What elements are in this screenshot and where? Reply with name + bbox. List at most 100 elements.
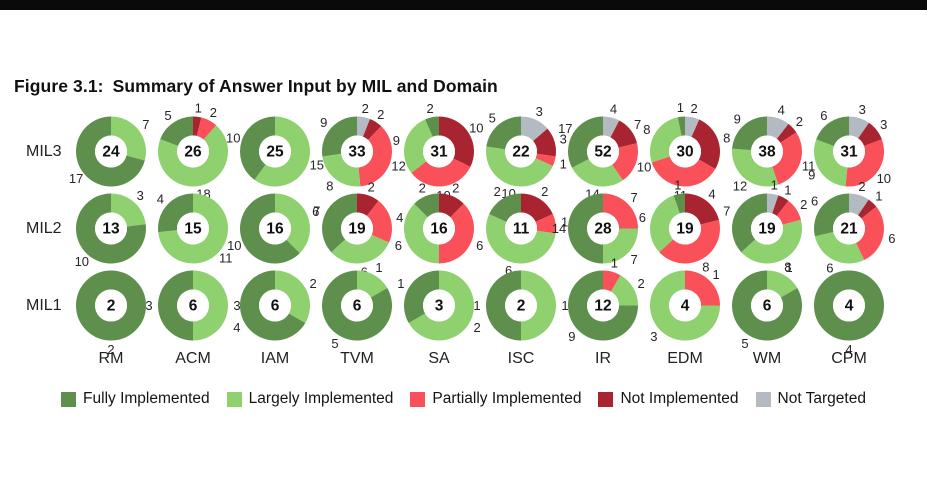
segment-fully-implemented [732,193,767,253]
segment-fully-implemented [816,116,849,146]
segment-fully-implemented [486,116,521,150]
donut-total: 11 [513,221,530,238]
segment-value-label: 1 [771,178,778,193]
donut-hole [95,135,127,168]
segment-value-label: 7 [723,203,730,218]
donut-hole [833,135,865,168]
segment-not-implemented [776,123,797,143]
segment-partially-implemented [411,158,471,187]
donut-cell-mil2-ir: 7 7 14 28 [552,190,644,267]
segment-fully-implemented [567,116,603,168]
segment-value-label: 6 [811,194,818,209]
donut-cell-mil3-acm: 1 2 18 5 26 [152,100,234,202]
donut-total: 33 [348,144,366,161]
legend-label-partially-implemented: Partially Implemented [432,390,582,407]
donut-total: 16 [266,221,284,238]
segment-largely-implemented [741,219,802,264]
donut-total: 19 [758,221,776,238]
donut-total: 19 [348,221,366,238]
donut-cell-mil1-isc: 1 1 2 [473,267,569,344]
donut-MIL1-ISC: 1 1 2 [473,270,569,341]
segment-value-label: 9 [568,329,575,344]
segment-value-label: 3 [880,117,887,132]
figure-title: Figure 3.1: Summary of Answer Input by MI… [14,76,927,97]
segment-not-targeted [767,116,789,139]
segment-value-label: 6 [395,238,402,253]
donut-cell-mil1-iam: 2 4 6 [233,267,317,344]
segment-value-label: 10 [637,160,651,175]
segment-value-label: 1 [677,100,684,115]
figure-page: Figure 3.1: Summary of Answer Input by MI… [0,0,927,407]
column-label-acm: ACM [175,350,211,367]
segment-partially-implemented [845,139,885,187]
segment-fully-implemented [732,116,767,151]
donut-MIL1-WM: 1 5 6 [731,260,802,351]
segment-fully-implemented [425,116,439,137]
segment-partially-implemented [659,219,720,264]
segment-value-label: 10 [75,254,89,269]
donut-MIL3-RM: 7 17 24 [69,116,150,187]
donut-cell-mil2-wm: 1 1 2 8 7 19 [723,178,808,275]
segment-not-implemented [439,116,474,167]
donut-cell-mil2-rm: 3 10 13 [70,188,152,269]
segment-value-label: 10 [469,121,483,136]
legend-swatch-fully-implemented [61,391,77,407]
segment-not-targeted [521,116,548,142]
row-label-mil1: MIL1 [26,296,62,314]
donut-cell-mil1-wm: 1 5 6 [726,260,808,351]
donut-total: 3 [435,298,444,315]
segment-value-label: 4 [610,101,617,116]
segment-value-label: 12 [391,158,405,173]
segment-largely-implemented [649,117,682,163]
donut-cell-mil1-ir: 1 2 9 12 [562,256,645,344]
segment-value-label: 3 [137,188,144,203]
donut-total: 52 [594,144,611,161]
segment-not-targeted [849,193,869,216]
donut-hole [259,212,291,245]
segment-fully-implemented [414,193,439,218]
window-top-bar [0,0,927,10]
segment-value-label: 1 [375,260,382,275]
segment-partially-implemented [855,206,884,261]
donut-cell-mil3-wm: 4 2 11 12 9 38 [726,102,815,194]
segment-value-label: 2 [494,184,501,199]
donut-row-mil3: MIL3717241218526151025221289331010923133… [0,100,927,203]
segment-not-implemented [533,128,556,157]
segment-partially-implemented [651,156,716,187]
column-label-iam: IAM [260,350,290,367]
segment-value-label: 7 [630,190,637,205]
segment-value-label: 17 [69,171,83,186]
donut-cell-mil3-iam: 15 10 25 [226,113,324,190]
donut-MIL1-CPM: 44 [814,270,884,357]
donut-cell-mil3-sa: 10109231 [393,101,484,203]
donut-total: 19 [676,221,694,238]
donut-hole [259,135,291,168]
donut-hole [587,212,619,245]
segment-largely-implemented [408,270,475,341]
segment-value-label: 6 [312,204,319,219]
segment-value-label: 2 [858,179,865,194]
donut-cell-mil3-edm: 28118130 [643,100,730,203]
donut-hole [341,135,373,168]
segment-value-label: 3 [560,132,567,147]
donut-hole [95,212,127,245]
donut-total: 31 [840,144,858,161]
donut-total: 25 [266,144,284,161]
column-label-sa: SA [428,350,450,367]
segment-not-implemented [858,199,877,219]
segment-fully-implemented [321,270,392,341]
donut-total: 6 [271,298,280,315]
segment-value-label: 2 [690,101,697,116]
segment-largely-implemented [322,153,361,187]
segment-value-label: 1 [561,298,568,313]
segment-largely-implemented [650,195,680,253]
segment-value-label: 2 [377,107,384,122]
donut-MIL1-ACM: 3 3 6 [145,270,241,341]
segment-value-label: 1 [875,189,882,204]
donut-cell-mil3-isc: 3 3 1 10 5 22 [480,104,567,201]
donut-hole [751,289,783,322]
segment-fully-implemented [814,193,849,237]
segment-value-label: 9 [734,112,741,127]
donut-hole [669,135,701,168]
